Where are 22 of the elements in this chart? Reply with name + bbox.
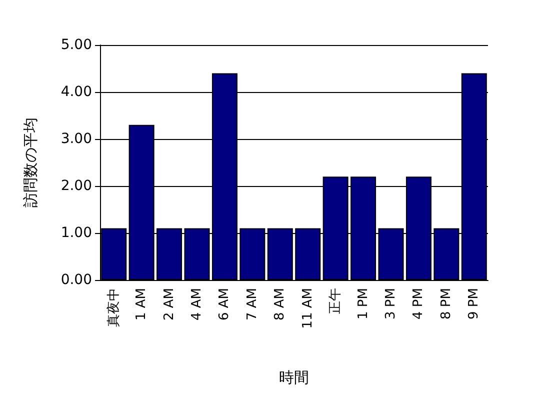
y-tick-label: 0.00: [60, 272, 92, 288]
x-tick-label: 4 AM: [190, 288, 204, 321]
x-tick-label: 1 PM: [356, 288, 371, 320]
x-tick-label: 2 AM: [162, 288, 177, 321]
x-tick-label: 11 AM: [300, 288, 316, 329]
x-tick-label: 9 PM: [466, 288, 482, 320]
x-tick-label: 3 PM: [384, 288, 398, 320]
x-tick-label: 8 PM: [438, 288, 454, 320]
y-tick-label: 1.00: [60, 225, 92, 241]
x-axis-title: 時間: [279, 368, 309, 386]
x-tick-label: 8 AM: [272, 288, 288, 321]
y-tick-label: 3.00: [60, 131, 92, 147]
y-axis-title: 訪問数の平均: [22, 118, 40, 208]
y-tick-label: 2.00: [60, 178, 92, 194]
x-tick-label: 正午: [328, 288, 344, 314]
x-tick-label: 6 AM: [217, 288, 232, 321]
y-tick-label: 4.00: [60, 84, 92, 100]
x-tick-label: 1 AM: [134, 288, 150, 321]
y-tick-label: 5.00: [60, 37, 92, 53]
x-tick-label: 7 AM: [244, 288, 260, 321]
x-tick-label: 真夜中: [105, 288, 122, 327]
x-tick-label: 4 PM: [411, 288, 426, 320]
